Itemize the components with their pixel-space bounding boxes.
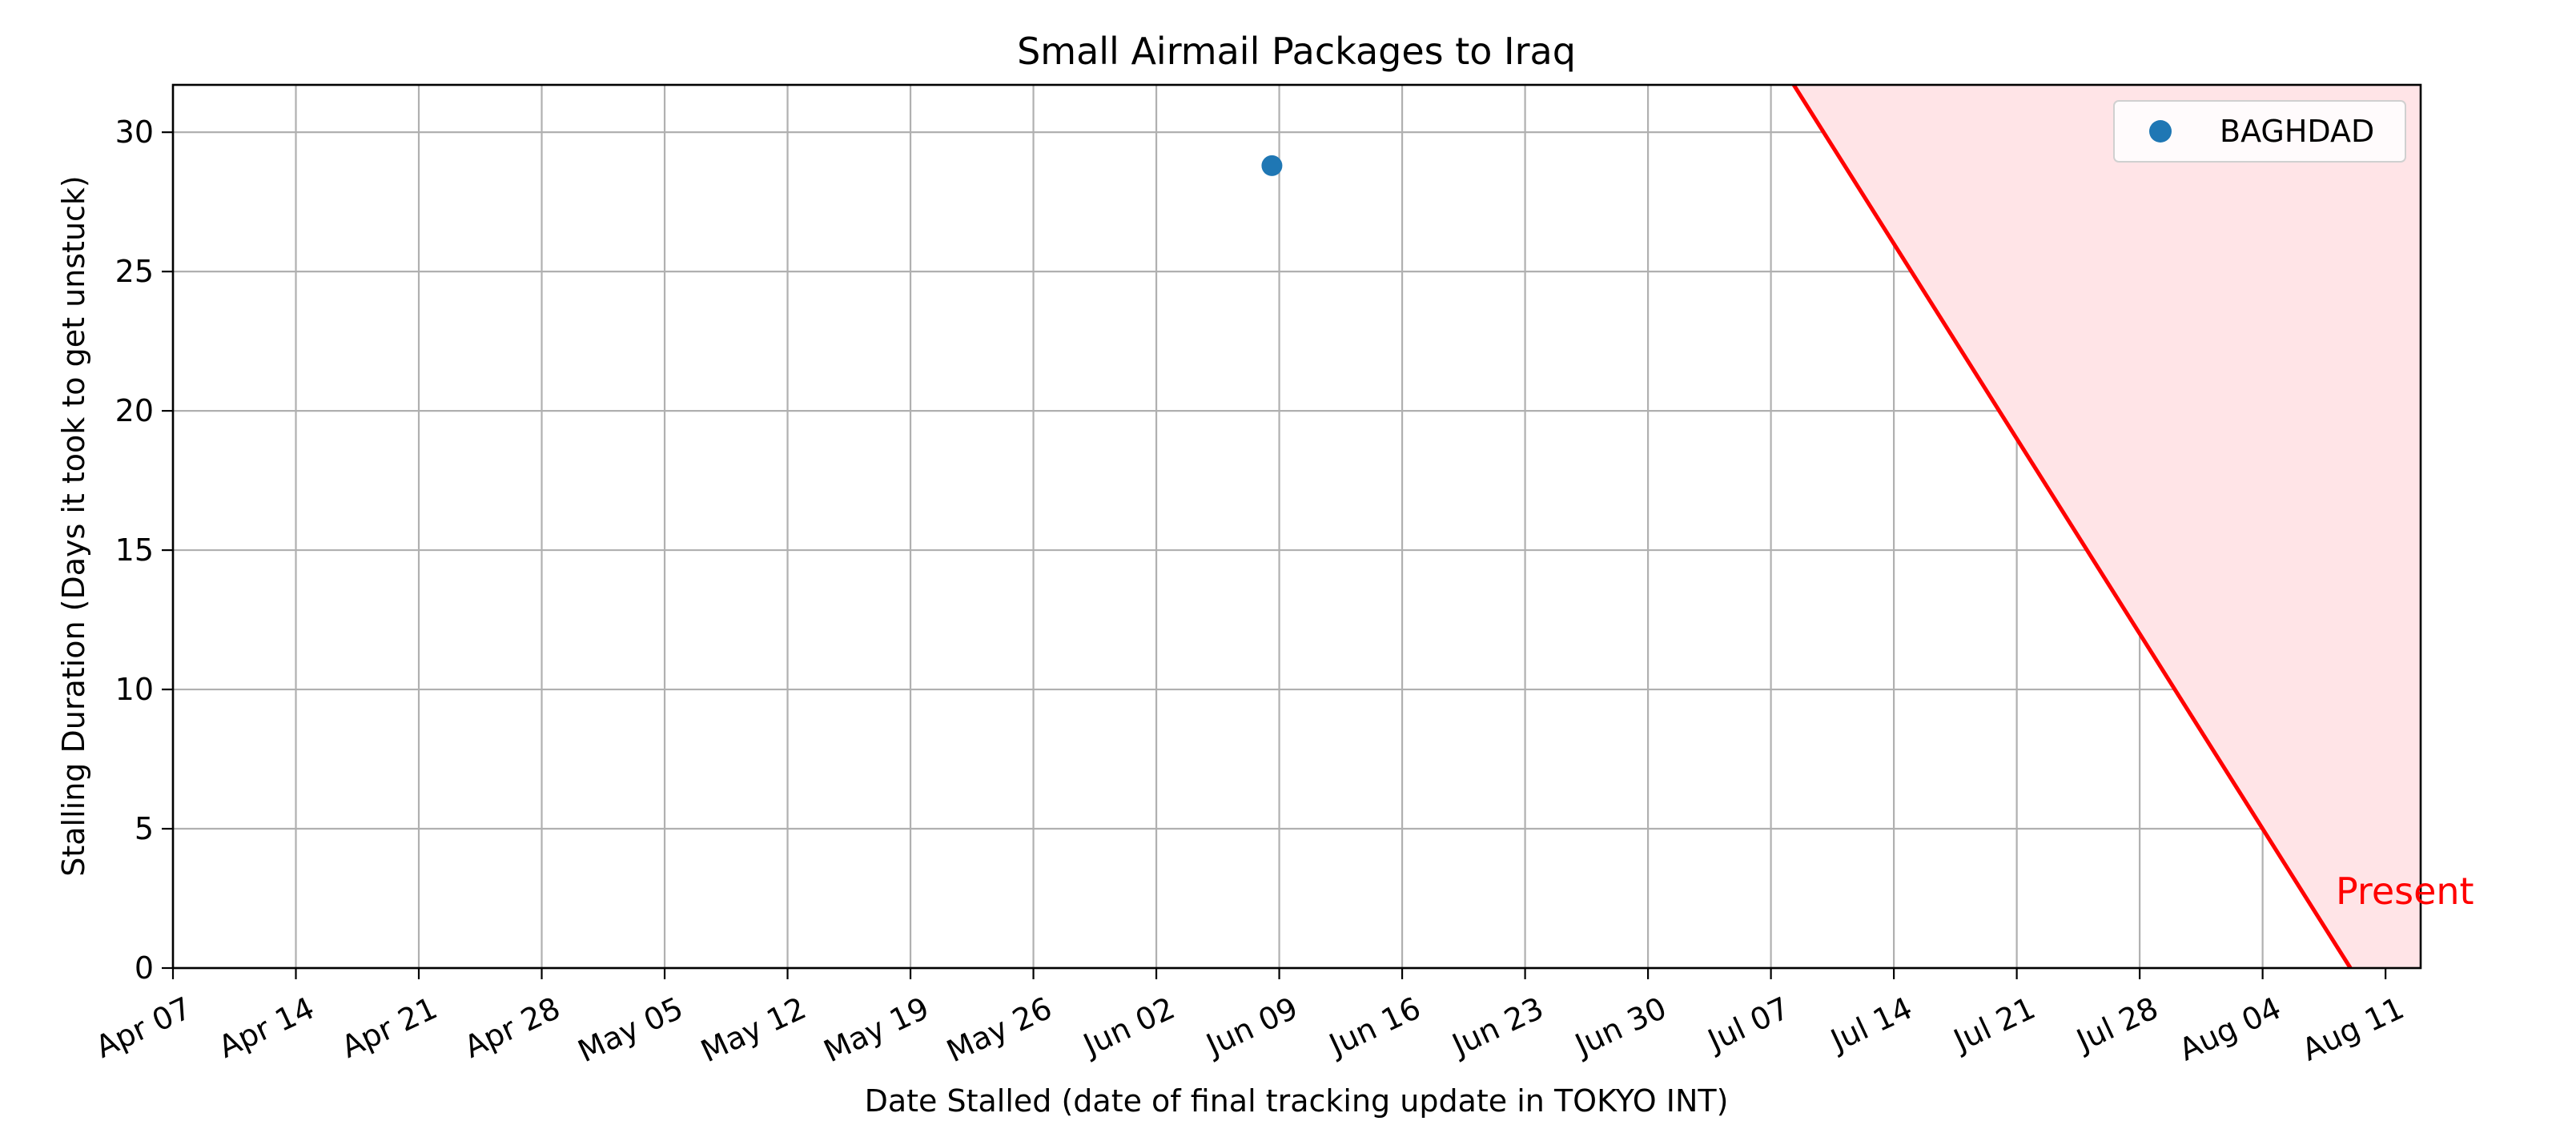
chart-title: Small Airmail Packages to Iraq (1017, 30, 1576, 73)
legend-marker-baghdad (2149, 120, 2172, 143)
legend[interactable]: BAGHDAD (2113, 100, 2406, 163)
x-axis: Apr 07 Apr 14 Apr 21 Apr 28 May 05 May 12 May … (90, 968, 2409, 1069)
x-tick-label: Jun 23 (1445, 990, 1549, 1063)
x-tick-label: May 26 (942, 990, 1058, 1070)
y-tick-label: 25 (115, 254, 154, 289)
x-tick-label: Jul 07 (1701, 990, 1794, 1059)
x-tick-label: Apr 28 (459, 990, 565, 1065)
x-tick-label: Aug 04 (2174, 990, 2287, 1068)
y-tick-label: 10 (115, 672, 154, 707)
x-tick-label: Jul 21 (1947, 990, 2041, 1059)
x-tick-label: Apr 21 (336, 990, 443, 1065)
y-tick-label: 0 (135, 950, 154, 986)
x-tick-label: Jun 16 (1323, 990, 1426, 1063)
x-tick-label: Jun 02 (1077, 990, 1180, 1063)
legend-box (2113, 100, 2406, 163)
y-axis: 0 5 10 15 20 25 30 (115, 114, 173, 986)
y-tick-label: 5 (135, 811, 154, 846)
data-points (1261, 155, 1283, 176)
present-line (1791, 85, 2353, 968)
x-tick-label: May 05 (573, 990, 689, 1070)
x-tick-label: Apr 14 (213, 990, 319, 1065)
present-region (1791, 85, 2421, 968)
x-axis-label: Date Stalled (date of final tracking upd… (865, 1083, 1729, 1119)
x-tick-label: Jun 30 (1569, 990, 1672, 1063)
x-tick-label: May 12 (696, 990, 812, 1070)
y-tick-label: 20 (115, 393, 154, 428)
y-tick-label: 15 (115, 532, 154, 568)
x-tick-label: Apr 07 (90, 990, 197, 1065)
present-shaded-region (1794, 85, 2421, 968)
legend-label-baghdad: BAGHDAD (2220, 114, 2374, 149)
y-tick-label: 30 (115, 114, 154, 150)
x-tick-label: May 19 (818, 990, 934, 1070)
x-tick-label: Jun 09 (1200, 990, 1303, 1063)
y-axis-label: Stalling Duration (Days it took to get u… (56, 175, 91, 877)
plot-frame (171, 83, 2422, 970)
data-point-baghdad (1261, 155, 1283, 176)
x-tick-label: Jul 14 (1824, 990, 1918, 1059)
x-tick-label: Jul 28 (2070, 990, 2164, 1059)
present-label: Present (2336, 870, 2474, 913)
x-tick-label: Aug 11 (2297, 990, 2409, 1068)
